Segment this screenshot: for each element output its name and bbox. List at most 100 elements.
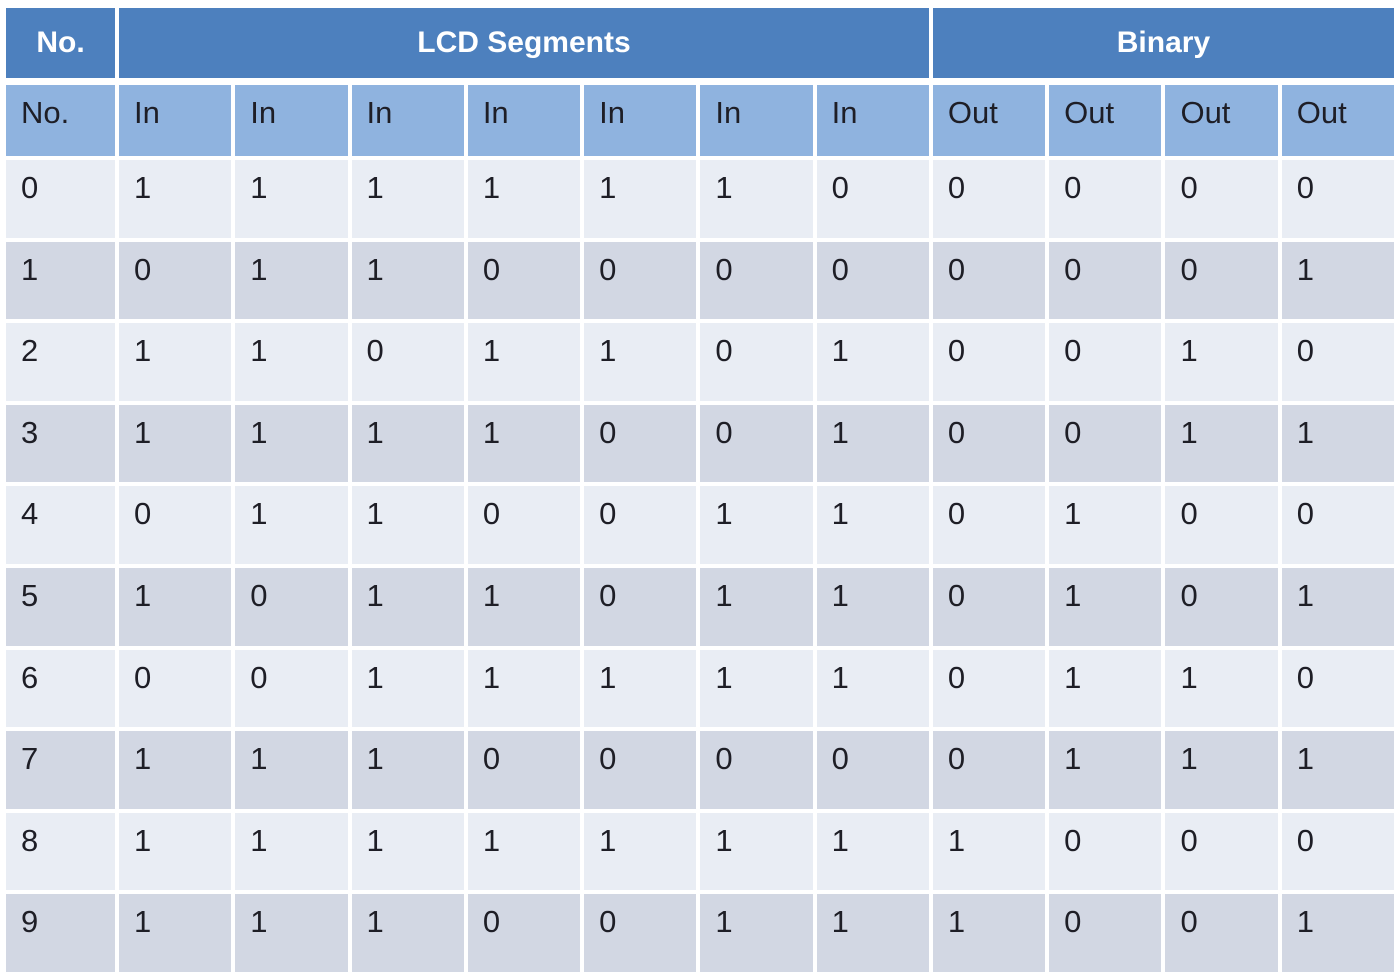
column-header-in-5: In	[584, 85, 697, 156]
value-cell: 1	[700, 486, 813, 564]
column-header-in-7: In	[816, 85, 929, 156]
value-cell: 0	[1165, 241, 1278, 320]
value-cell: 0	[584, 404, 697, 483]
value-cell: 1	[1049, 649, 1162, 728]
value-cell: 0	[1165, 894, 1278, 972]
value-cell: 1	[1281, 241, 1394, 320]
column-header-in-4: In	[467, 85, 581, 156]
value-cell: 0	[932, 404, 1046, 483]
value-cell: 1	[1165, 323, 1278, 401]
value-cell: 1	[467, 323, 581, 401]
value-cell: 0	[816, 160, 929, 238]
value-cell: 0	[932, 567, 1046, 646]
column-header-out-9: Out	[1049, 85, 1162, 156]
value-cell: 1	[932, 894, 1046, 972]
value-cell: 1	[467, 649, 581, 728]
value-cell: 1	[1049, 567, 1162, 646]
header-group-lcd-segments: LCD Segments	[119, 8, 929, 78]
value-cell: 1	[1049, 731, 1162, 809]
row-number-cell: 4	[6, 486, 115, 564]
value-cell: 1	[1281, 731, 1394, 809]
value-cell: 1	[816, 404, 929, 483]
value-cell: 1	[235, 486, 348, 564]
value-cell: 0	[932, 649, 1046, 728]
value-cell: 1	[1281, 894, 1394, 972]
value-cell: 0	[119, 241, 232, 320]
row-number-cell: 3	[6, 404, 115, 483]
value-cell: 1	[932, 812, 1046, 891]
value-cell: 0	[1281, 160, 1394, 238]
row-number-cell: 6	[6, 649, 115, 728]
value-cell: 1	[351, 160, 464, 238]
row-number-cell: 1	[6, 241, 115, 320]
value-cell: 1	[1049, 486, 1162, 564]
value-cell: 1	[700, 160, 813, 238]
value-cell: 1	[351, 812, 464, 891]
value-cell: 1	[1281, 404, 1394, 483]
value-cell: 1	[235, 241, 348, 320]
value-cell: 0	[1049, 812, 1162, 891]
value-cell: 0	[467, 241, 581, 320]
column-header-in-2: In	[235, 85, 348, 156]
value-cell: 1	[1165, 731, 1278, 809]
value-cell: 1	[351, 486, 464, 564]
value-cell: 1	[351, 404, 464, 483]
value-cell: 0	[467, 731, 581, 809]
value-cell: 0	[1165, 812, 1278, 891]
value-cell: 0	[584, 241, 697, 320]
value-cell: 0	[816, 731, 929, 809]
value-cell: 1	[235, 404, 348, 483]
value-cell: 1	[816, 649, 929, 728]
value-cell: 0	[584, 731, 697, 809]
value-cell: 0	[932, 241, 1046, 320]
value-cell: 0	[119, 486, 232, 564]
value-cell: 0	[1049, 894, 1162, 972]
value-cell: 1	[816, 323, 929, 401]
value-cell: 0	[584, 567, 697, 646]
value-cell: 1	[119, 160, 232, 238]
value-cell: 1	[700, 812, 813, 891]
value-cell: 1	[351, 731, 464, 809]
value-cell: 0	[119, 649, 232, 728]
row-number-cell: 8	[6, 812, 115, 891]
lcd-binary-truth-table: No. LCD Segments Binary No. In In In In In In I…	[6, 8, 1394, 972]
value-cell: 1	[235, 894, 348, 972]
value-cell: 1	[467, 812, 581, 891]
value-cell: 0	[700, 731, 813, 809]
value-cell: 0	[467, 486, 581, 564]
value-cell: 1	[119, 567, 232, 646]
value-cell: 1	[119, 404, 232, 483]
value-cell: 0	[235, 567, 348, 646]
value-cell: 0	[1281, 812, 1394, 891]
column-header-in-6: In	[700, 85, 813, 156]
value-cell: 1	[235, 812, 348, 891]
value-cell: 0	[235, 649, 348, 728]
value-cell: 0	[700, 404, 813, 483]
value-cell: 0	[1049, 404, 1162, 483]
row-number-cell: 2	[6, 323, 115, 401]
value-cell: 1	[584, 323, 697, 401]
value-cell: 1	[119, 812, 232, 891]
value-cell: 0	[1165, 486, 1278, 564]
value-cell: 1	[584, 160, 697, 238]
value-cell: 0	[932, 731, 1046, 809]
value-cell: 0	[700, 323, 813, 401]
value-cell: 0	[1281, 486, 1394, 564]
value-cell: 1	[235, 323, 348, 401]
value-cell: 0	[1165, 160, 1278, 238]
column-header-in-1: In	[119, 85, 232, 156]
value-cell: 1	[816, 486, 929, 564]
value-cell: 0	[1049, 160, 1162, 238]
value-cell: 0	[932, 486, 1046, 564]
value-cell: 1	[1165, 649, 1278, 728]
value-cell: 1	[235, 160, 348, 238]
value-cell: 1	[467, 567, 581, 646]
value-cell: 1	[119, 323, 232, 401]
value-cell: 0	[1165, 567, 1278, 646]
value-cell: 0	[584, 486, 697, 564]
column-header-in-3: In	[351, 85, 464, 156]
row-number-cell: 0	[6, 160, 115, 238]
value-cell: 0	[1281, 323, 1394, 401]
value-cell: 0	[932, 323, 1046, 401]
value-cell: 1	[467, 160, 581, 238]
